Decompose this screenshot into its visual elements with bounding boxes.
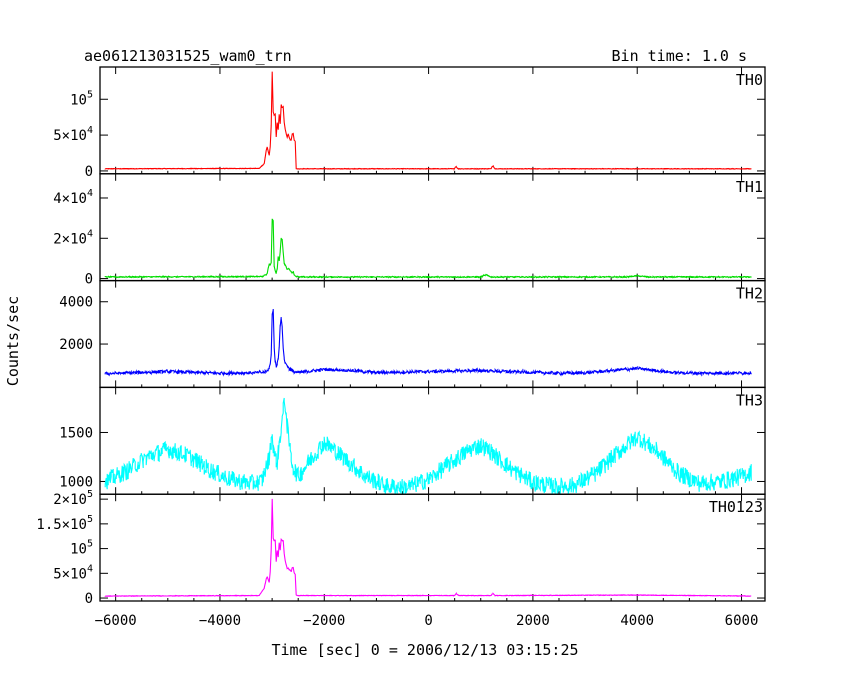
panel-th0123: 0 5×104 105 1.5×105 2×105 TH0123 bbox=[36, 489, 766, 607]
y-axis-label: Counts/sec bbox=[4, 296, 22, 386]
y-tick-label: 105 bbox=[70, 539, 93, 558]
series-th3 bbox=[104, 397, 752, 495]
x-tick-label: 6000 bbox=[725, 613, 759, 629]
y-tick-label: 2000 bbox=[59, 337, 93, 353]
x-tick-label: 0 bbox=[424, 613, 432, 629]
panels-group: 0 5×104 105 TH0 0 2×104 4×104 TH1 2000 4000 TH2 100… bbox=[36, 66, 766, 629]
panel-th1: 0 2×104 4×104 TH1 bbox=[53, 173, 766, 288]
y-tick-label: 1500 bbox=[59, 425, 93, 441]
panel-label: TH3 bbox=[736, 391, 763, 409]
y-tick-label: 0 bbox=[85, 272, 93, 288]
series-th0123 bbox=[104, 498, 752, 597]
y-tick-label: 1.5×105 bbox=[36, 514, 93, 533]
y-tick-label: 2×104 bbox=[53, 228, 93, 247]
panel-label: TH0123 bbox=[709, 498, 763, 516]
y-tick-label: 5×104 bbox=[53, 563, 93, 582]
y-tick-label: 2×105 bbox=[53, 489, 93, 508]
chart-subtitle: Bin time: 1.0 s bbox=[612, 47, 747, 65]
x-tick-label: −4000 bbox=[199, 613, 241, 629]
y-tick-label: 4000 bbox=[59, 295, 93, 311]
y-tick-label: 5×104 bbox=[53, 125, 93, 144]
y-tick-label: 1000 bbox=[59, 474, 93, 490]
series-th2 bbox=[104, 308, 752, 377]
series-th1 bbox=[104, 218, 752, 279]
chart-title: ae061213031525_wam0_trn bbox=[84, 47, 292, 65]
panel-frame bbox=[99, 66, 766, 175]
panel-label: TH0 bbox=[736, 71, 763, 89]
y-tick-label: 0 bbox=[85, 591, 93, 607]
panel-label: TH1 bbox=[736, 178, 763, 196]
panel-th2: 2000 4000 TH2 bbox=[59, 279, 766, 389]
x-tick-label: 2000 bbox=[516, 613, 550, 629]
x-tick-label: −2000 bbox=[303, 613, 345, 629]
x-axis-label: Time [sec] 0 = 2006/12/13 03:15:25 bbox=[271, 641, 578, 659]
x-tick-label: 4000 bbox=[620, 613, 654, 629]
panel-frame bbox=[99, 493, 766, 602]
x-tick-label: −6000 bbox=[95, 613, 137, 629]
series-th0 bbox=[104, 71, 752, 171]
y-tick-label: 0 bbox=[85, 164, 93, 180]
y-tick-label: 105 bbox=[70, 89, 93, 108]
panel-frame bbox=[99, 173, 766, 282]
panel-th3: 1000 1500 TH3 bbox=[59, 386, 766, 495]
y-tick-label: 4×104 bbox=[53, 188, 93, 207]
panel-label: TH2 bbox=[736, 285, 763, 303]
panel-th0: 0 5×104 105 TH0 bbox=[53, 66, 766, 180]
